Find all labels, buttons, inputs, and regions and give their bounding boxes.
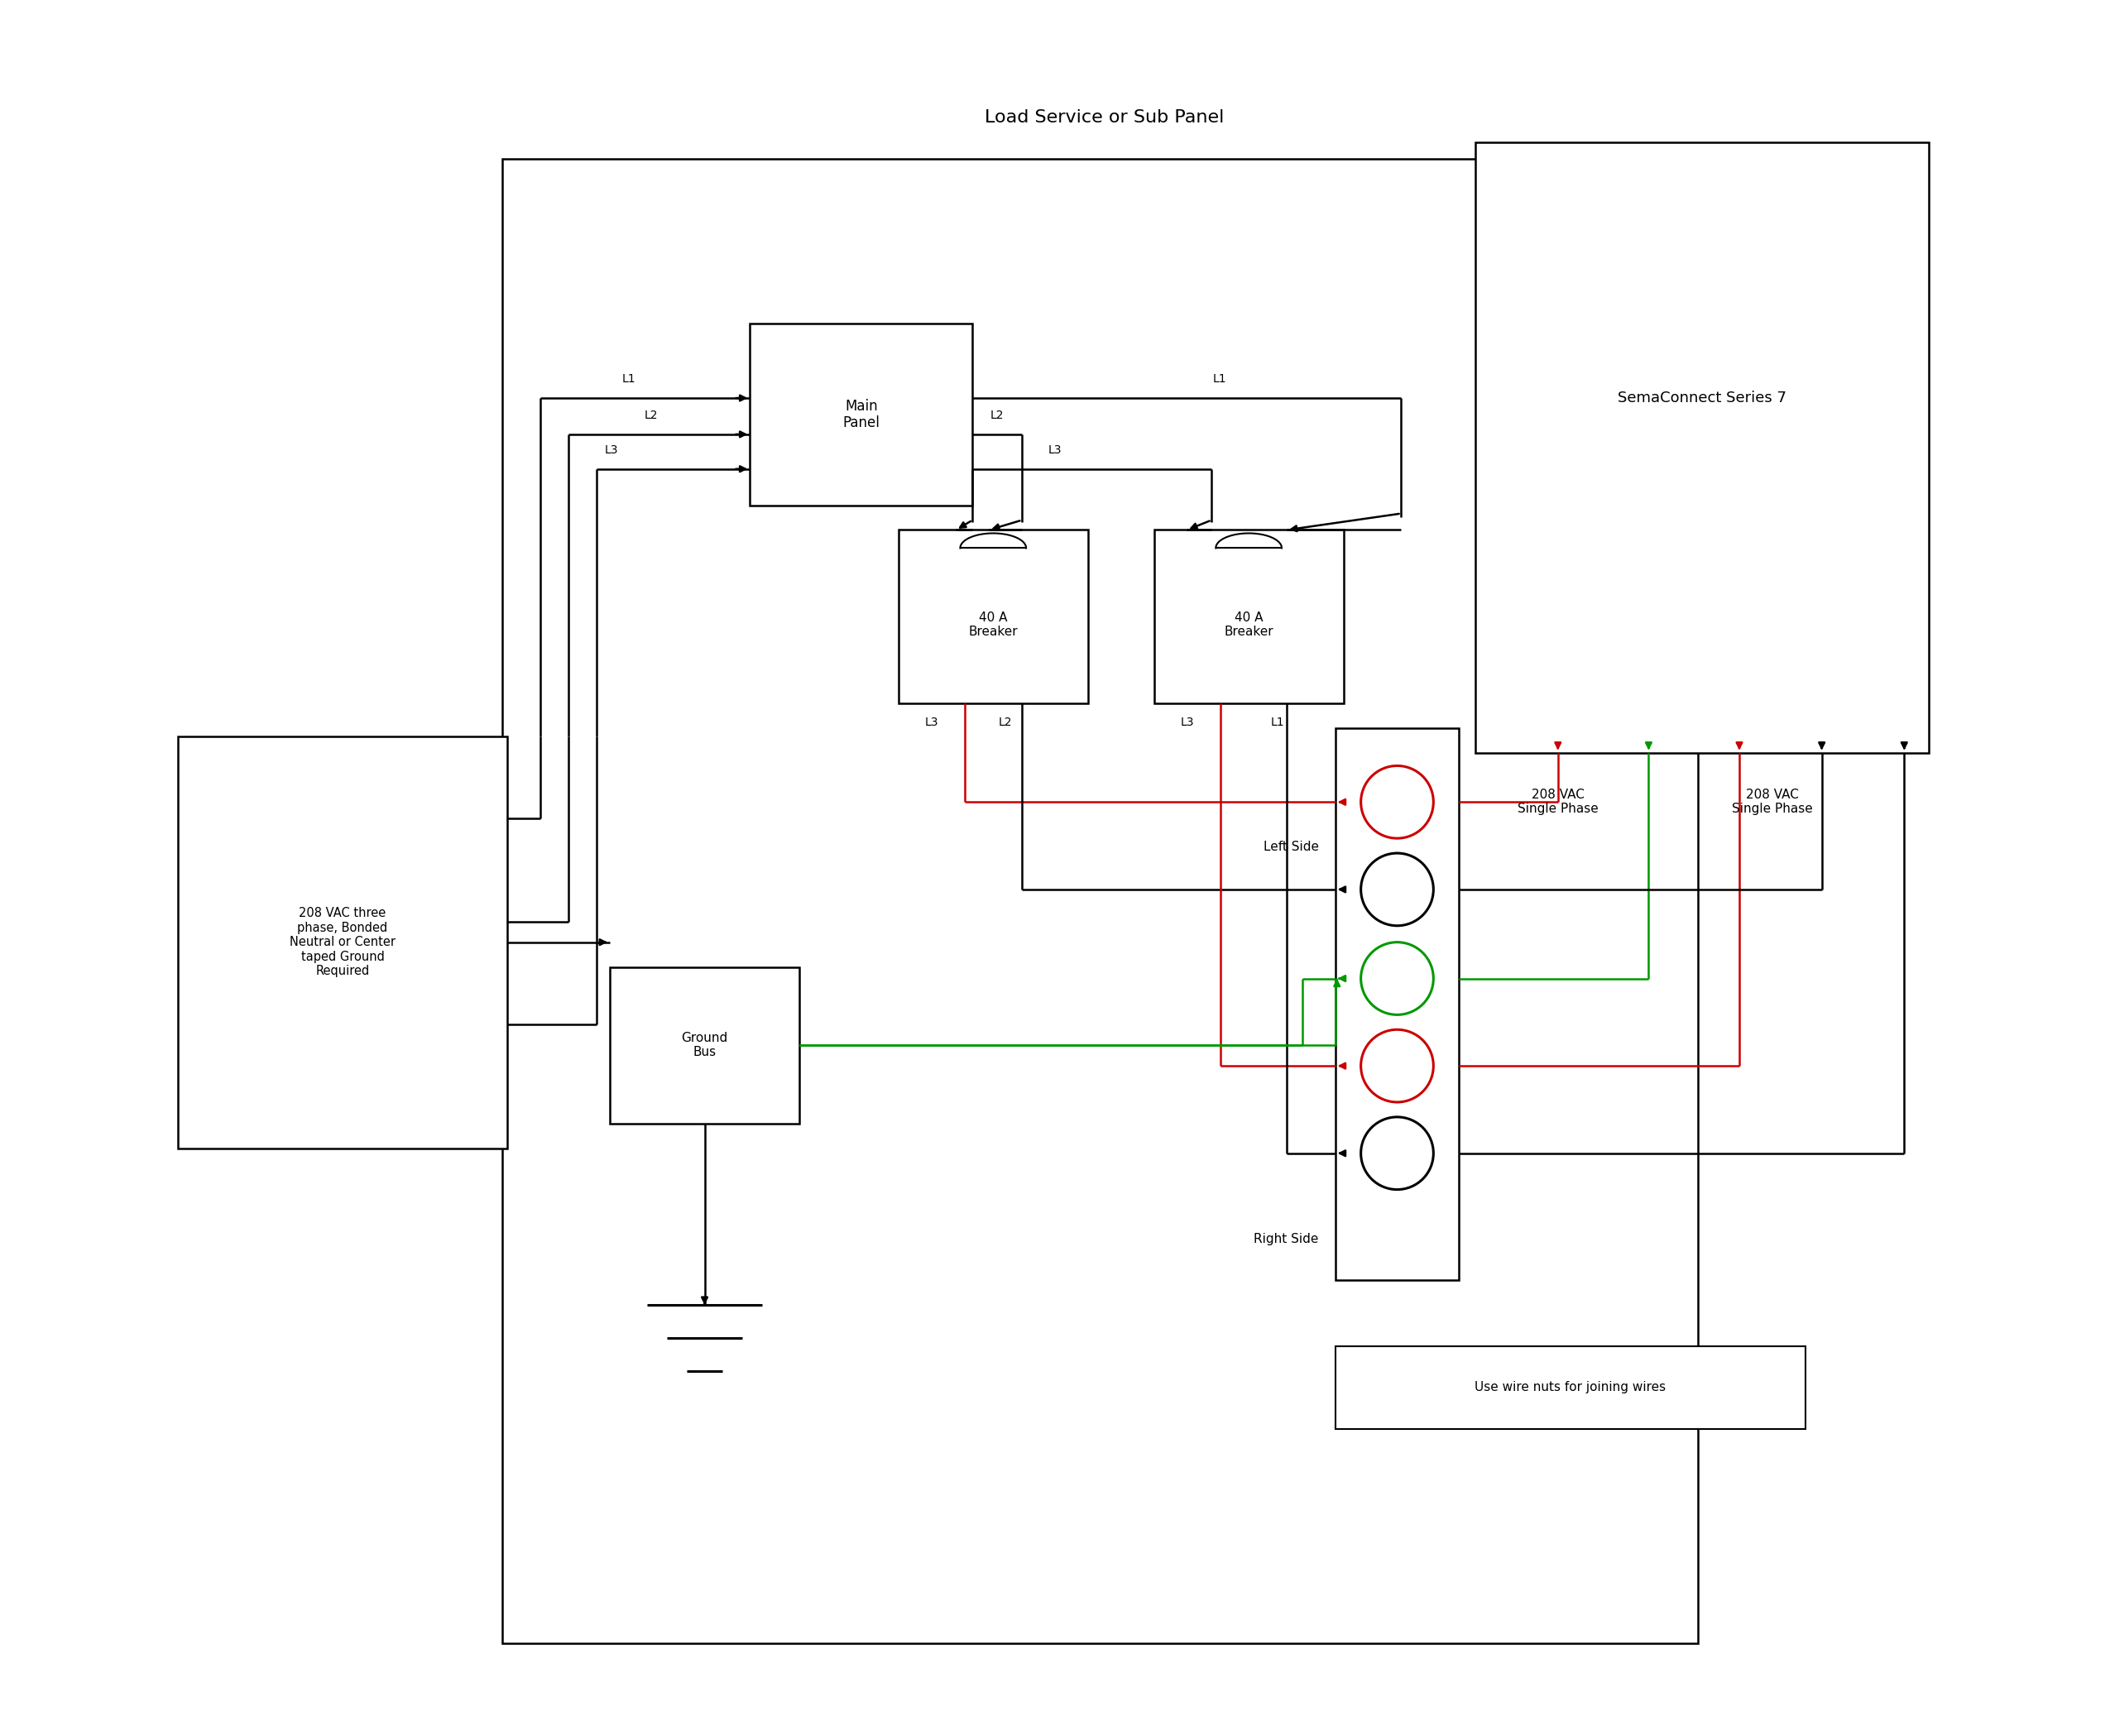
Text: L3: L3 [924, 717, 939, 727]
Text: 40 A
Breaker: 40 A Breaker [1224, 611, 1274, 639]
Text: L3: L3 [1049, 444, 1061, 457]
Text: Ground
Bus: Ground Bus [682, 1031, 728, 1059]
Text: Main
Panel: Main Panel [842, 399, 880, 431]
Text: Left Side: Left Side [1264, 840, 1319, 852]
Circle shape [1361, 943, 1433, 1016]
Text: L2: L2 [998, 717, 1013, 727]
Bar [502, 160, 1699, 1642]
Text: 40 A
Breaker: 40 A Breaker [968, 611, 1017, 639]
Circle shape [1361, 1116, 1433, 1189]
Text: 208 VAC three
phase, Bonded
Neutral or Center
taped Ground
Required: 208 VAC three phase, Bonded Neutral or C… [289, 908, 395, 977]
Text: L3: L3 [606, 444, 618, 457]
Bar [1336, 727, 1458, 1279]
Text: L2: L2 [990, 410, 1004, 422]
Text: L2: L2 [644, 410, 658, 422]
Bar [610, 967, 800, 1123]
Circle shape [1361, 852, 1433, 925]
Text: 208 VAC
Single Phase: 208 VAC Single Phase [1732, 788, 1812, 816]
Text: Right Side: Right Side [1253, 1233, 1319, 1245]
Text: Use wire nuts for joining wires: Use wire nuts for joining wires [1475, 1382, 1667, 1394]
Bar [749, 325, 973, 505]
Bar [899, 529, 1089, 703]
Text: L1: L1 [622, 373, 635, 385]
Circle shape [1361, 1029, 1433, 1102]
Bar [1154, 529, 1344, 703]
Text: SemaConnect Series 7: SemaConnect Series 7 [1618, 391, 1787, 406]
Text: Load Service or Sub Panel: Load Service or Sub Panel [985, 109, 1224, 127]
Bar [1475, 142, 1929, 753]
Bar [177, 736, 509, 1147]
Circle shape [1361, 766, 1433, 838]
Text: L3: L3 [1179, 717, 1194, 727]
Text: L1: L1 [1270, 717, 1285, 727]
Bar [1336, 1345, 1806, 1429]
Text: L1: L1 [1213, 373, 1226, 385]
Text: 208 VAC
Single Phase: 208 VAC Single Phase [1517, 788, 1599, 816]
